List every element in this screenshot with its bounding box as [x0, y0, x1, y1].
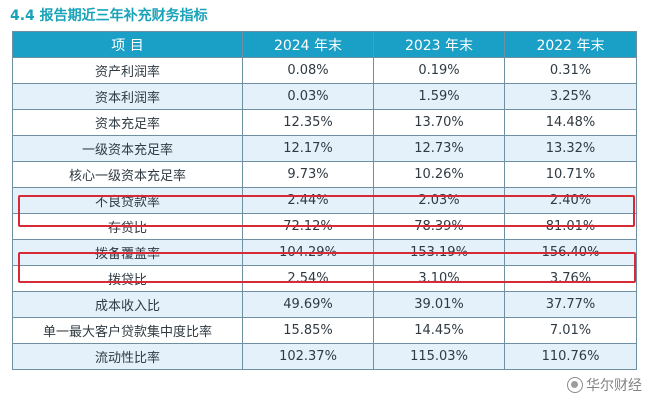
value-2024: 2.54%: [242, 265, 374, 292]
value-2023: 2.03%: [373, 187, 505, 214]
row-label: 资本利润率: [12, 83, 243, 110]
value-2023: 0.19%: [373, 57, 505, 84]
header-2024: 2024 年末: [242, 31, 374, 58]
row-label: 成本收入比: [12, 291, 243, 318]
row-label: 存贷比: [12, 213, 243, 240]
value-2024: 12.35%: [242, 109, 374, 136]
value-2023: 153.19%: [373, 239, 505, 266]
value-2023: 39.01%: [373, 291, 505, 318]
value-2022: 81.01%: [504, 213, 637, 240]
value-2024: 104.29%: [242, 239, 374, 266]
table-row: 拨贷比 2.54% 3.10% 3.76%: [12, 265, 637, 292]
value-2024: 49.69%: [242, 291, 374, 318]
row-label: 资本充足率: [12, 109, 243, 136]
value-2023: 12.73%: [373, 135, 505, 162]
header-2022: 2022 年末: [504, 31, 637, 58]
watermark-text: 华尔财经: [586, 378, 642, 394]
value-2024: 0.03%: [242, 83, 374, 110]
row-label: 一级资本充足率: [12, 135, 243, 162]
watermark: 华尔财经: [567, 375, 642, 395]
value-2024: 9.73%: [242, 161, 374, 188]
row-label: 单一最大客户贷款集中度比率: [12, 317, 243, 344]
table-row: 一级资本充足率 12.17% 12.73% 13.32%: [12, 135, 637, 162]
row-label: 不良贷款率: [12, 187, 243, 214]
value-2022: 2.40%: [504, 187, 637, 214]
value-2024: 2.44%: [242, 187, 374, 214]
value-2023: 14.45%: [373, 317, 505, 344]
value-2023: 115.03%: [373, 343, 505, 370]
value-2022: 3.76%: [504, 265, 637, 292]
table-row: 核心一级资本充足率 9.73% 10.26% 10.71%: [12, 161, 637, 188]
value-2022: 7.01%: [504, 317, 637, 344]
value-2024: 102.37%: [242, 343, 374, 370]
table-row: 资本充足率 12.35% 13.70% 14.48%: [12, 109, 637, 136]
row-label: 核心一级资本充足率: [12, 161, 243, 188]
table-row: 资本利润率 0.03% 1.59% 3.25%: [12, 83, 637, 110]
table-row-provision-coverage: 拨备覆盖率 104.29% 153.19% 156.40%: [12, 239, 637, 266]
row-label: 流动性比率: [12, 343, 243, 370]
value-2022: 37.77%: [504, 291, 637, 318]
table-row: 单一最大客户贷款集中度比率 15.85% 14.45% 7.01%: [12, 317, 637, 344]
value-2023: 1.59%: [373, 83, 505, 110]
value-2023: 3.10%: [373, 265, 505, 292]
value-2022: 0.31%: [504, 57, 637, 84]
row-label: 拨贷比: [12, 265, 243, 292]
page-title: 4.4 报告期近三年补充财务指标: [10, 8, 208, 24]
value-2022: 10.71%: [504, 161, 637, 188]
table-row-npl-ratio: 不良贷款率 2.44% 2.03% 2.40%: [12, 187, 637, 214]
value-2024: 0.08%: [242, 57, 374, 84]
value-2022: 110.76%: [504, 343, 637, 370]
financial-indicators-table: 项 目 2024 年末 2023 年末 2022 年末 资产利润率 0.08% …: [12, 31, 637, 370]
table-row: 成本收入比 49.69% 39.01% 37.77%: [12, 291, 637, 318]
row-label: 拨备覆盖率: [12, 239, 243, 266]
table-row: 流动性比率 102.37% 115.03% 110.76%: [12, 343, 637, 370]
value-2022: 3.25%: [504, 83, 637, 110]
row-label: 资产利润率: [12, 57, 243, 84]
table-row: 资产利润率 0.08% 0.19% 0.31%: [12, 57, 637, 84]
header-item: 项 目: [12, 31, 243, 58]
value-2022: 13.32%: [504, 135, 637, 162]
value-2023: 10.26%: [373, 161, 505, 188]
value-2023: 78.39%: [373, 213, 505, 240]
value-2023: 13.70%: [373, 109, 505, 136]
table-header-row: 项 目 2024 年末 2023 年末 2022 年末: [12, 31, 637, 58]
value-2024: 12.17%: [242, 135, 374, 162]
value-2022: 156.40%: [504, 239, 637, 266]
header-2023: 2023 年末: [373, 31, 505, 58]
value-2022: 14.48%: [504, 109, 637, 136]
table-row: 存贷比 72.12% 78.39% 81.01%: [12, 213, 637, 240]
logo-icon: [567, 377, 583, 393]
value-2024: 15.85%: [242, 317, 374, 344]
value-2024: 72.12%: [242, 213, 374, 240]
